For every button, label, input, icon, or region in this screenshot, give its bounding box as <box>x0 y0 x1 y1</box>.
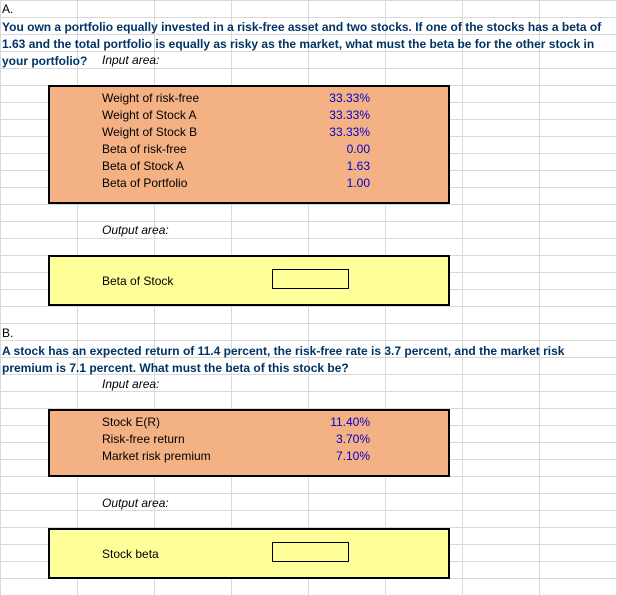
input-row-value[interactable]: 33.33% <box>300 108 370 122</box>
spreadsheet: A. You own a portfolio equally invested … <box>0 0 617 595</box>
section-b-problem: A stock has an expected return of 11.4 p… <box>2 343 615 377</box>
section-b-output-header: Output area: <box>102 496 169 510</box>
input-row-value[interactable]: 7.10% <box>300 449 370 463</box>
input-row-value[interactable]: 11.40% <box>300 415 370 429</box>
section-a-input-header: Input area: <box>102 53 159 67</box>
section-a-output-cell[interactable] <box>272 269 349 289</box>
section-b-letter: B. <box>2 326 13 340</box>
input-row-label: Beta of Stock A <box>102 159 184 173</box>
input-row-value[interactable]: 33.33% <box>300 91 370 105</box>
input-row-label: Market risk premium <box>102 449 211 463</box>
section-a-letter: A. <box>2 2 13 16</box>
input-row-value[interactable]: 0.00 <box>300 142 370 156</box>
section-a-output-header: Output area: <box>102 223 169 237</box>
input-row-value[interactable]: 1.00 <box>300 176 370 190</box>
section-b-output-label: Stock beta <box>102 547 159 561</box>
input-row-label: Beta of risk-free <box>102 142 187 156</box>
input-row-label: Weight of risk-free <box>102 91 199 105</box>
input-row-value[interactable]: 3.70% <box>300 432 370 446</box>
section-a-output-label: Beta of Stock <box>102 274 173 288</box>
section-a-problem: You own a portfolio equally invested in … <box>2 19 615 70</box>
input-row-value[interactable]: 33.33% <box>300 125 370 139</box>
input-row-label: Stock E(R) <box>102 415 160 429</box>
input-row-value[interactable]: 1.63 <box>300 159 370 173</box>
input-row-label: Beta of Portfolio <box>102 176 187 190</box>
section-b-input-header: Input area: <box>102 377 159 391</box>
input-row-label: Weight of Stock A <box>102 108 197 122</box>
input-row-label: Weight of Stock B <box>102 125 197 139</box>
section-b-output-cell[interactable] <box>272 542 349 562</box>
input-row-label: Risk-free return <box>102 432 185 446</box>
